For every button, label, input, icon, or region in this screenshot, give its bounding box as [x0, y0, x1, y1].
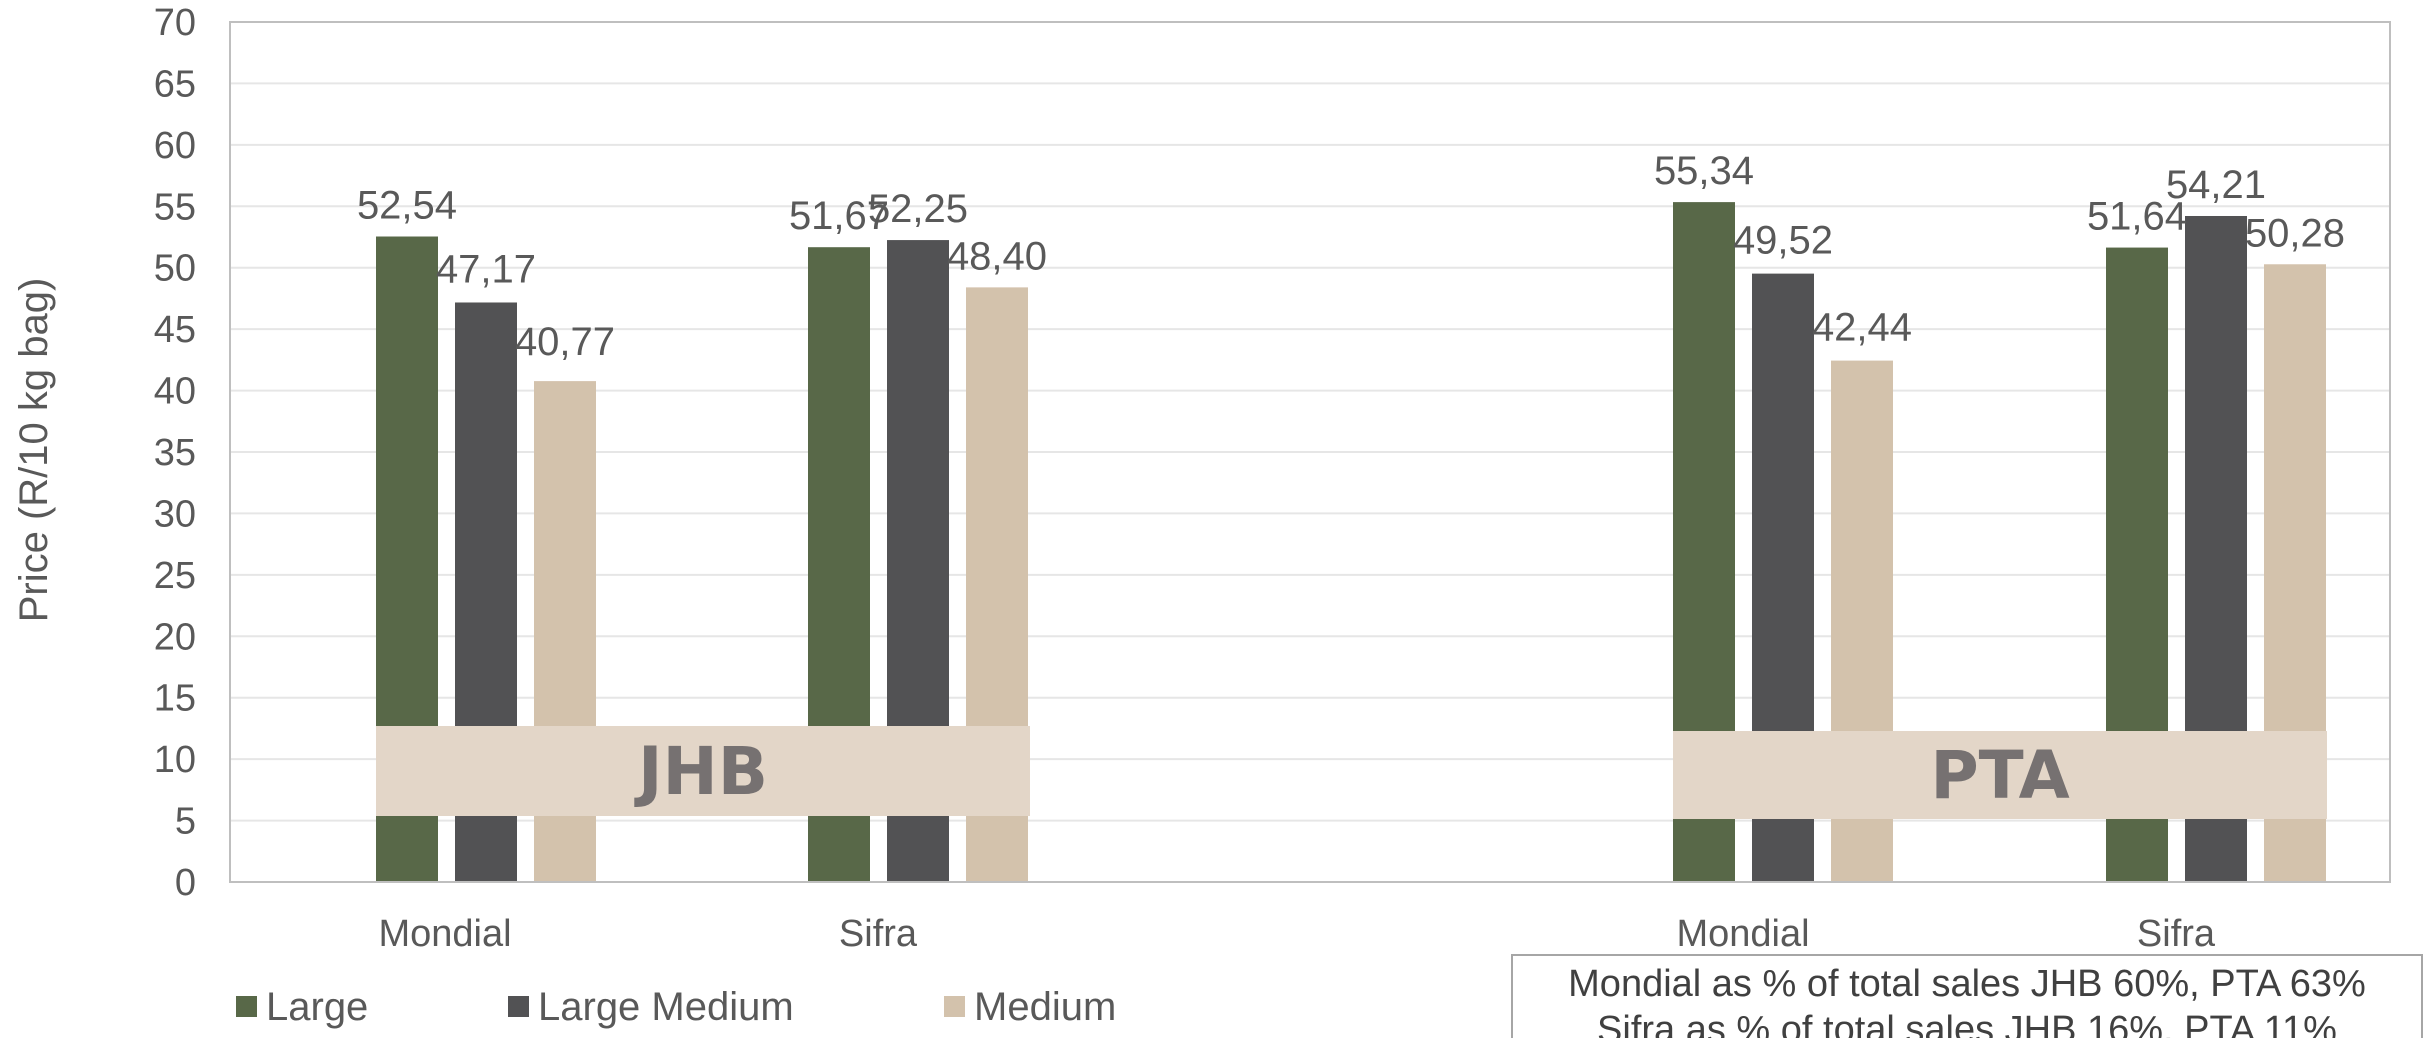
legend-label: Large — [266, 985, 368, 1029]
legend-swatch — [508, 996, 529, 1017]
y-tick-label: 60 — [154, 125, 196, 167]
data-label: 51,67 — [789, 194, 889, 238]
y-tick-label: 55 — [154, 186, 196, 228]
legend-item: Large — [236, 985, 368, 1029]
y-tick-label: 70 — [154, 2, 196, 44]
y-axis-label: Price (R/10 kg bag) — [12, 278, 56, 623]
y-tick-label: 30 — [154, 493, 196, 535]
legend-swatch — [236, 996, 257, 1017]
legend: Large Large Medium Medium — [236, 985, 1116, 1029]
annotation-frame — [1511, 954, 2423, 1038]
annotation-box: Mondial as % of total sales JHB 60%, PTA… — [1511, 954, 2423, 1038]
data-label: 47,17 — [436, 247, 536, 291]
legend-item: Large Medium — [508, 985, 794, 1029]
group-label: PTA — [1930, 737, 2069, 814]
data-label: 51,64 — [2087, 195, 2187, 239]
y-tick-label: 35 — [154, 432, 196, 474]
data-label: 48,40 — [947, 234, 1047, 278]
group-band — [376, 726, 1030, 816]
data-label: 52,54 — [357, 184, 457, 228]
y-tick-label: 15 — [154, 678, 196, 720]
legend-swatch — [944, 996, 965, 1017]
legend-label: Large Medium — [538, 985, 794, 1029]
y-tick-label: 20 — [154, 616, 196, 658]
data-label: 40,77 — [515, 320, 615, 364]
category-label: Mondial — [1676, 913, 1809, 955]
annotation-line: Sifra as % of total sales JHB 16%, PTA 1… — [1597, 1009, 2337, 1038]
group-label: JHB — [634, 733, 768, 810]
y-tick-label: 5 — [175, 801, 196, 843]
legend-label: Medium — [974, 985, 1116, 1029]
y-tick-label: 45 — [154, 309, 196, 351]
data-labels: 52,54 51,67 55,34 51,64 47,17 52,25 49,52 54,21… — [357, 149, 2345, 364]
legend-item: Medium — [944, 985, 1116, 1029]
group-band — [1673, 731, 2327, 819]
y-axis-ticks: 0 5 10 15 20 25 30 35 40 45 50 55 60 65 70 — [154, 2, 196, 904]
data-label: 54,21 — [2166, 163, 2266, 207]
y-tick-label: 50 — [154, 248, 196, 290]
data-label: 55,34 — [1654, 149, 1754, 193]
annotation-line: Mondial as % of total sales JHB 60%, PTA… — [1568, 963, 2366, 1005]
y-tick-label: 10 — [154, 739, 196, 781]
data-label: 50,28 — [2245, 211, 2345, 255]
group-bands: JHB PTA — [376, 726, 2327, 819]
data-label: 49,52 — [1733, 219, 1833, 263]
data-label: 52,25 — [868, 187, 968, 231]
y-tick-label: 40 — [154, 371, 196, 413]
category-labels: Mondial Sifra Mondial Sifra — [378, 913, 2215, 955]
y-tick-label: 0 — [175, 862, 196, 904]
y-tick-label: 25 — [154, 555, 196, 597]
plot-area-frame — [229, 21, 2391, 883]
category-label: Mondial — [378, 913, 511, 955]
category-label: Sifra — [2137, 913, 2216, 955]
data-label: 42,44 — [1812, 306, 1912, 350]
y-tick-label: 65 — [154, 63, 196, 105]
category-label: Sifra — [839, 913, 918, 955]
